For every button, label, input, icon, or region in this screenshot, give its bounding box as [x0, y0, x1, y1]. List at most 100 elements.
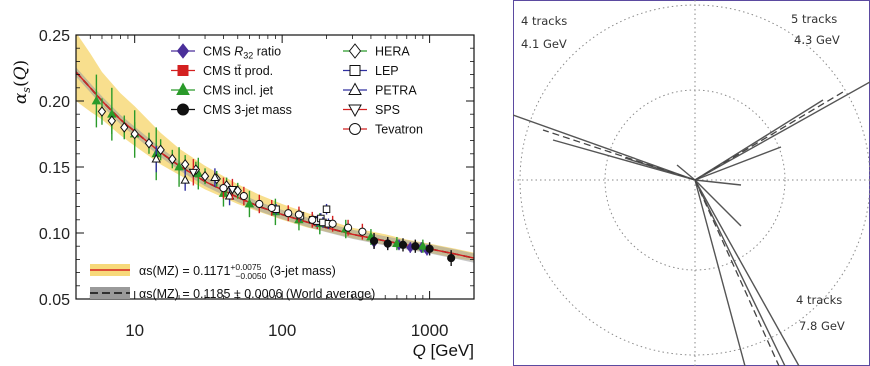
legend-marker — [348, 82, 362, 95]
legend: CMS R32 ratio CMS tt̄ prod. CMS incl. jet C… — [171, 43, 423, 137]
data-point — [180, 174, 190, 184]
data-point — [130, 128, 139, 140]
legend-marker — [349, 123, 361, 135]
data-point — [358, 227, 367, 236]
data-point — [224, 190, 235, 200]
legend-marker — [177, 65, 189, 76]
y-tick-label: 0.15 — [39, 160, 70, 177]
data-point — [151, 153, 161, 163]
legend-item: SPS — [343, 103, 400, 118]
data-point — [344, 223, 353, 232]
legend-item: CMS tt̄ prod. — [171, 64, 273, 78]
world-legend-label: αs(MZ) = 0.1185 ± 0.0006 (World average) — [139, 287, 375, 301]
track-count-label: 5 tracks — [791, 12, 837, 26]
series-cms-incl-jet — [91, 74, 428, 253]
plot-frame — [75, 34, 475, 300]
track-count-label: 4 tracks — [796, 293, 842, 307]
series-tevatron — [219, 177, 367, 240]
data-point — [308, 215, 317, 224]
data-point — [219, 184, 228, 193]
track — [694, 146, 782, 181]
plot-area — [76, 35, 474, 266]
track-group-top-left: 4 tracks 4.1 GeV — [521, 14, 567, 51]
legend-label: CMS tt̄ prod. — [203, 64, 273, 78]
data-point — [144, 137, 154, 149]
legend-label: LEP — [375, 64, 399, 78]
data-point — [174, 161, 184, 171]
legend-item: Tevatron — [343, 123, 423, 137]
legend-label: Tevatron — [375, 123, 423, 137]
guide-axes — [513, 0, 870, 366]
y-tick-label: 0.10 — [39, 226, 70, 243]
x-axis-label: Q [GeV] — [413, 341, 474, 360]
track-energy-label: 7.8 GeV — [799, 319, 845, 333]
y-tick-label: 0.20 — [39, 94, 70, 111]
data-point — [398, 240, 408, 249]
data-point — [227, 186, 238, 195]
band-legend-world: αs(MZ) = 0.1185 ± 0.0006 (World average) — [90, 287, 375, 301]
legend-item: CMS 3-jet mass — [171, 103, 292, 117]
data-point — [294, 210, 304, 219]
series-petra — [151, 145, 235, 206]
fit-line — [76, 71, 474, 259]
x-tick-label: 10 — [125, 321, 144, 340]
track-count-label: 4 tracks — [521, 14, 567, 28]
track-group-top-right: 5 tracks 4.3 GeV — [791, 12, 840, 47]
jet-axes — [542, 91, 844, 366]
data-point — [447, 254, 456, 263]
data-point — [255, 199, 264, 209]
track — [694, 81, 870, 181]
data-point — [210, 172, 220, 181]
track — [552, 139, 696, 181]
x-tick-label: 1000 — [411, 321, 449, 340]
legend-marker — [349, 65, 361, 76]
data-point — [180, 159, 190, 170]
band-legend-fit: αs(MZ) = 0.1171+0.0075 −0.0050 (3-jet mas… — [90, 262, 336, 281]
data-point — [369, 236, 379, 245]
data-point — [107, 115, 117, 127]
legend-marker — [176, 43, 190, 59]
data-point — [328, 219, 337, 228]
track-energy-label: 4.1 GeV — [521, 37, 567, 51]
track — [676, 164, 696, 181]
data-point — [200, 170, 210, 182]
track — [694, 179, 800, 366]
legend-label: CMS R32 ratio — [203, 45, 281, 61]
legend-marker — [348, 43, 362, 59]
data-point — [267, 203, 276, 212]
legend-item: HERA — [343, 43, 410, 59]
data-point — [156, 144, 165, 156]
y-tick-label: 0.05 — [39, 292, 70, 309]
legend-item: PETRA — [343, 82, 417, 98]
data-point — [188, 168, 199, 178]
series-cms-3-jet-mass — [369, 233, 456, 266]
data-point — [244, 198, 255, 208]
track — [694, 179, 746, 366]
series-sps — [188, 159, 238, 200]
data-point — [239, 191, 248, 201]
track — [694, 179, 742, 186]
x-tick-label: 100 — [268, 321, 296, 340]
uncertainty-band — [76, 35, 474, 261]
legend-marker — [177, 103, 189, 116]
data-point — [120, 122, 129, 133]
legend-label: SPS — [375, 103, 400, 117]
legend-label: PETRA — [375, 84, 417, 98]
track-lines — [513, 81, 870, 366]
legend-marker — [176, 82, 190, 95]
y-tick-label: 0.25 — [39, 28, 70, 45]
legend-item: CMS incl. jet — [171, 82, 274, 98]
data-point — [91, 95, 102, 105]
event-frame — [513, 0, 870, 366]
band-legend-label: αs(MZ) = 0.1171+0.0075 −0.0050 (3-jet mas… — [139, 262, 336, 281]
data-point — [411, 242, 420, 251]
data-point — [418, 240, 428, 250]
track-group-bottom-right: 4 tracks 7.8 GeV — [796, 293, 845, 333]
alpha-s-running-chart: 10 100 1000 0.05 0.10 0.15 0.20 0.25 αs(Q) Q [G… — [11, 28, 475, 360]
axes: 10 100 1000 0.05 0.10 0.15 0.20 0.25 — [39, 28, 475, 340]
band-legend: αs(MZ) = 0.1171+0.0075 −0.0050 (3-jet mas… — [90, 262, 375, 301]
data-point — [383, 239, 392, 248]
track-energy-label: 4.3 GeV — [794, 33, 840, 47]
legend-label: CMS 3-jet mass — [203, 103, 292, 117]
data-point — [284, 209, 293, 218]
